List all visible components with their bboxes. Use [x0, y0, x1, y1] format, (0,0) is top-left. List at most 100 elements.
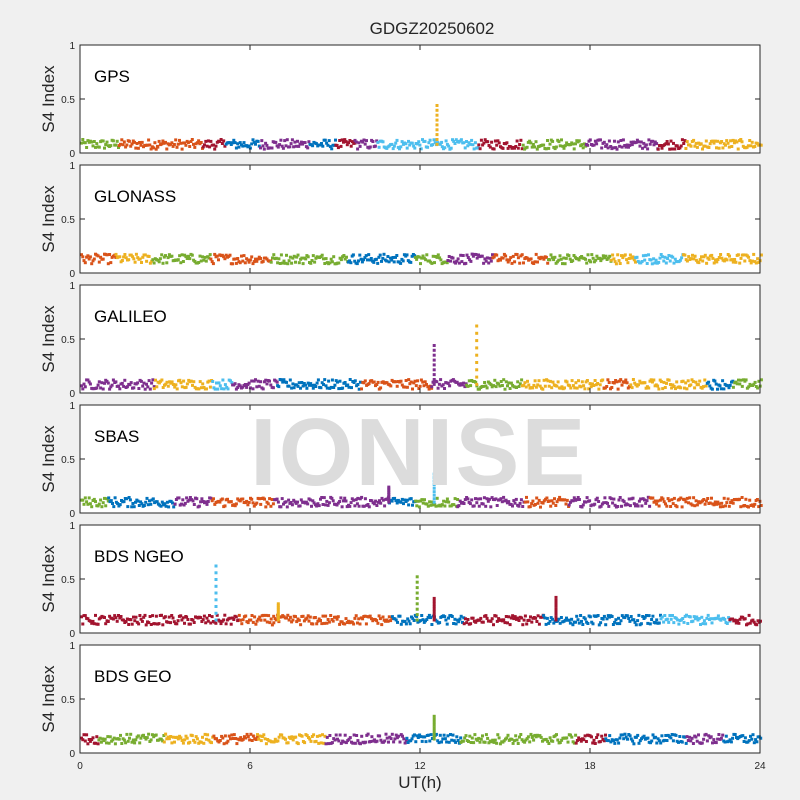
data-point: [372, 502, 376, 506]
data-point: [517, 619, 521, 622]
data-point: [634, 260, 637, 264]
data-point: [108, 614, 112, 618]
data-point: [590, 620, 594, 624]
data-point: [489, 619, 493, 623]
data-point: [526, 379, 529, 383]
data-point: [297, 144, 301, 148]
data-point: [561, 144, 565, 148]
data-point: [455, 735, 459, 739]
data-point: [301, 142, 305, 146]
data-point: [161, 623, 165, 627]
data-point: [597, 387, 601, 391]
data-point: [241, 259, 245, 263]
data-point: [577, 621, 581, 625]
data-point: [680, 740, 684, 744]
data-point: [348, 504, 352, 508]
data-point: [612, 497, 616, 501]
data-point: [173, 740, 176, 744]
data-point: [634, 735, 638, 739]
data-point: [197, 139, 201, 143]
data-point: [90, 621, 94, 625]
data-point: [694, 258, 698, 262]
data-point: [532, 262, 536, 265]
data-point: [651, 380, 654, 384]
data-point: [390, 615, 394, 619]
data-point: [662, 500, 666, 504]
data-point: [272, 253, 276, 257]
data-point: [618, 144, 622, 148]
data-point: [563, 386, 566, 390]
data-point: [124, 620, 128, 623]
data-point: [375, 504, 379, 507]
data-points: [80, 714, 763, 746]
data-point: [547, 146, 551, 150]
data-point: [738, 617, 742, 621]
data-point: [658, 498, 662, 502]
data-point: [615, 622, 619, 626]
data-point: [604, 144, 608, 148]
data-point: [546, 379, 550, 383]
data-point: [254, 142, 257, 146]
data-point: [639, 622, 643, 626]
data-point: [398, 614, 402, 618]
data-point: [257, 384, 261, 388]
data-point: [606, 501, 609, 505]
data-point: [353, 616, 357, 620]
data-point: [413, 254, 417, 258]
data-point: [716, 500, 720, 504]
data-point: [174, 383, 178, 387]
data-point: [315, 504, 319, 508]
data-point: [409, 260, 413, 264]
data-point: [506, 733, 510, 737]
data-point: [215, 254, 219, 258]
data-point: [488, 497, 491, 501]
data-point: [201, 735, 204, 739]
data-point: [220, 497, 224, 501]
spike-point: [432, 344, 436, 347]
data-point: [86, 502, 90, 506]
data-point: [663, 614, 667, 617]
spike-point: [554, 595, 558, 599]
data-point: [190, 138, 194, 141]
data-point: [476, 146, 480, 150]
data-point: [474, 380, 478, 384]
data-point: [286, 741, 290, 745]
data-point: [591, 622, 595, 626]
data-point: [405, 498, 409, 502]
data-point: [667, 254, 671, 257]
data-point: [555, 733, 558, 737]
data-point: [550, 386, 554, 390]
data-point: [246, 621, 250, 625]
data-point: [386, 255, 390, 258]
spike-point: [435, 123, 439, 127]
data-point: [725, 501, 729, 505]
data-point: [560, 385, 564, 389]
data-point: [632, 502, 636, 506]
spike-point: [415, 591, 419, 595]
data-point: [122, 255, 126, 259]
data-point: [420, 256, 424, 260]
data-point: [398, 740, 402, 744]
data-point: [117, 614, 120, 617]
data-point: [595, 254, 599, 258]
data-point: [730, 258, 734, 262]
data-point: [330, 260, 334, 264]
data-point: [547, 742, 551, 745]
data-point: [193, 740, 197, 744]
data-point: [108, 735, 112, 739]
data-point: [725, 622, 729, 625]
data-point: [186, 618, 190, 621]
data-point: [124, 741, 128, 745]
data-point: [115, 139, 119, 143]
data-point: [757, 505, 761, 509]
data-point: [565, 141, 569, 145]
data-point: [83, 739, 87, 743]
data-point: [315, 734, 319, 738]
data-point: [101, 737, 105, 741]
data-point: [759, 143, 763, 147]
spike-point: [432, 472, 436, 476]
data-point: [520, 253, 524, 257]
data-point: [416, 499, 420, 503]
data-point: [214, 621, 218, 625]
data-point: [101, 257, 105, 261]
